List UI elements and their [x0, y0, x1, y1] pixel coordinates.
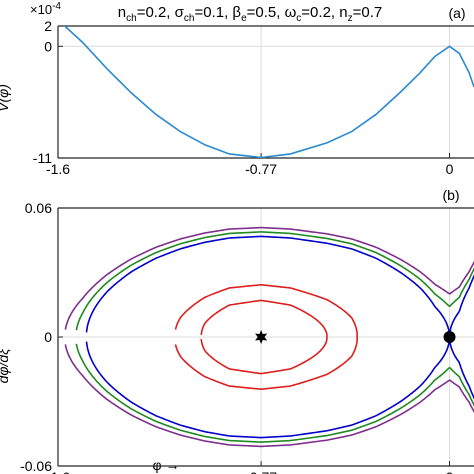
y-tick-label: 2 [44, 18, 52, 34]
trajectory-curve [75, 231, 474, 443]
x-tick-label: -0.77 [245, 469, 277, 474]
panel-b: dφ/dξ (b) φ → -1.6 -0.77 0 -0.06 0 0.06 [0, 187, 474, 474]
y-tick-label: 0.06 [25, 200, 52, 216]
saddle-point-marker [443, 331, 456, 343]
trajectory-curve [174, 284, 358, 390]
center-point-marker [255, 330, 268, 344]
panel-a: ×10-4 V(φ) (a) -1.6 -0.77 0 -11 0 2 [0, 1, 474, 177]
y-exponent-label: ×10-4 [30, 1, 61, 17]
y-axis-label: dφ/dξ [0, 348, 11, 384]
y-tick-label: 0 [44, 38, 52, 54]
x-axis-label: φ → [153, 457, 180, 473]
trajectory-curve [64, 226, 474, 448]
trajectory-curve [200, 299, 328, 375]
y-axis-label: V(φ) [0, 84, 11, 112]
x-tick-label: -1.6 [46, 469, 70, 474]
x-tick-label: 0 [446, 469, 454, 474]
x-tick-label: 0 [446, 161, 454, 177]
y-tick-label: 0 [44, 329, 52, 345]
x-tick-label: -1.6 [46, 161, 70, 177]
chart-title: nch=0.2, σch=0.1, βe=0.5, ωc=0.2, nz=0.7 [118, 4, 382, 24]
trajectory-curve [85, 235, 474, 439]
series-line [63, 26, 474, 158]
y-tick-label: -0.06 [20, 458, 52, 474]
panel-label-b: (b) [442, 187, 459, 203]
x-tick-label: -0.77 [245, 161, 277, 177]
panel-label-a: (a) [448, 5, 465, 21]
y-tick-label: -11 [33, 150, 52, 166]
